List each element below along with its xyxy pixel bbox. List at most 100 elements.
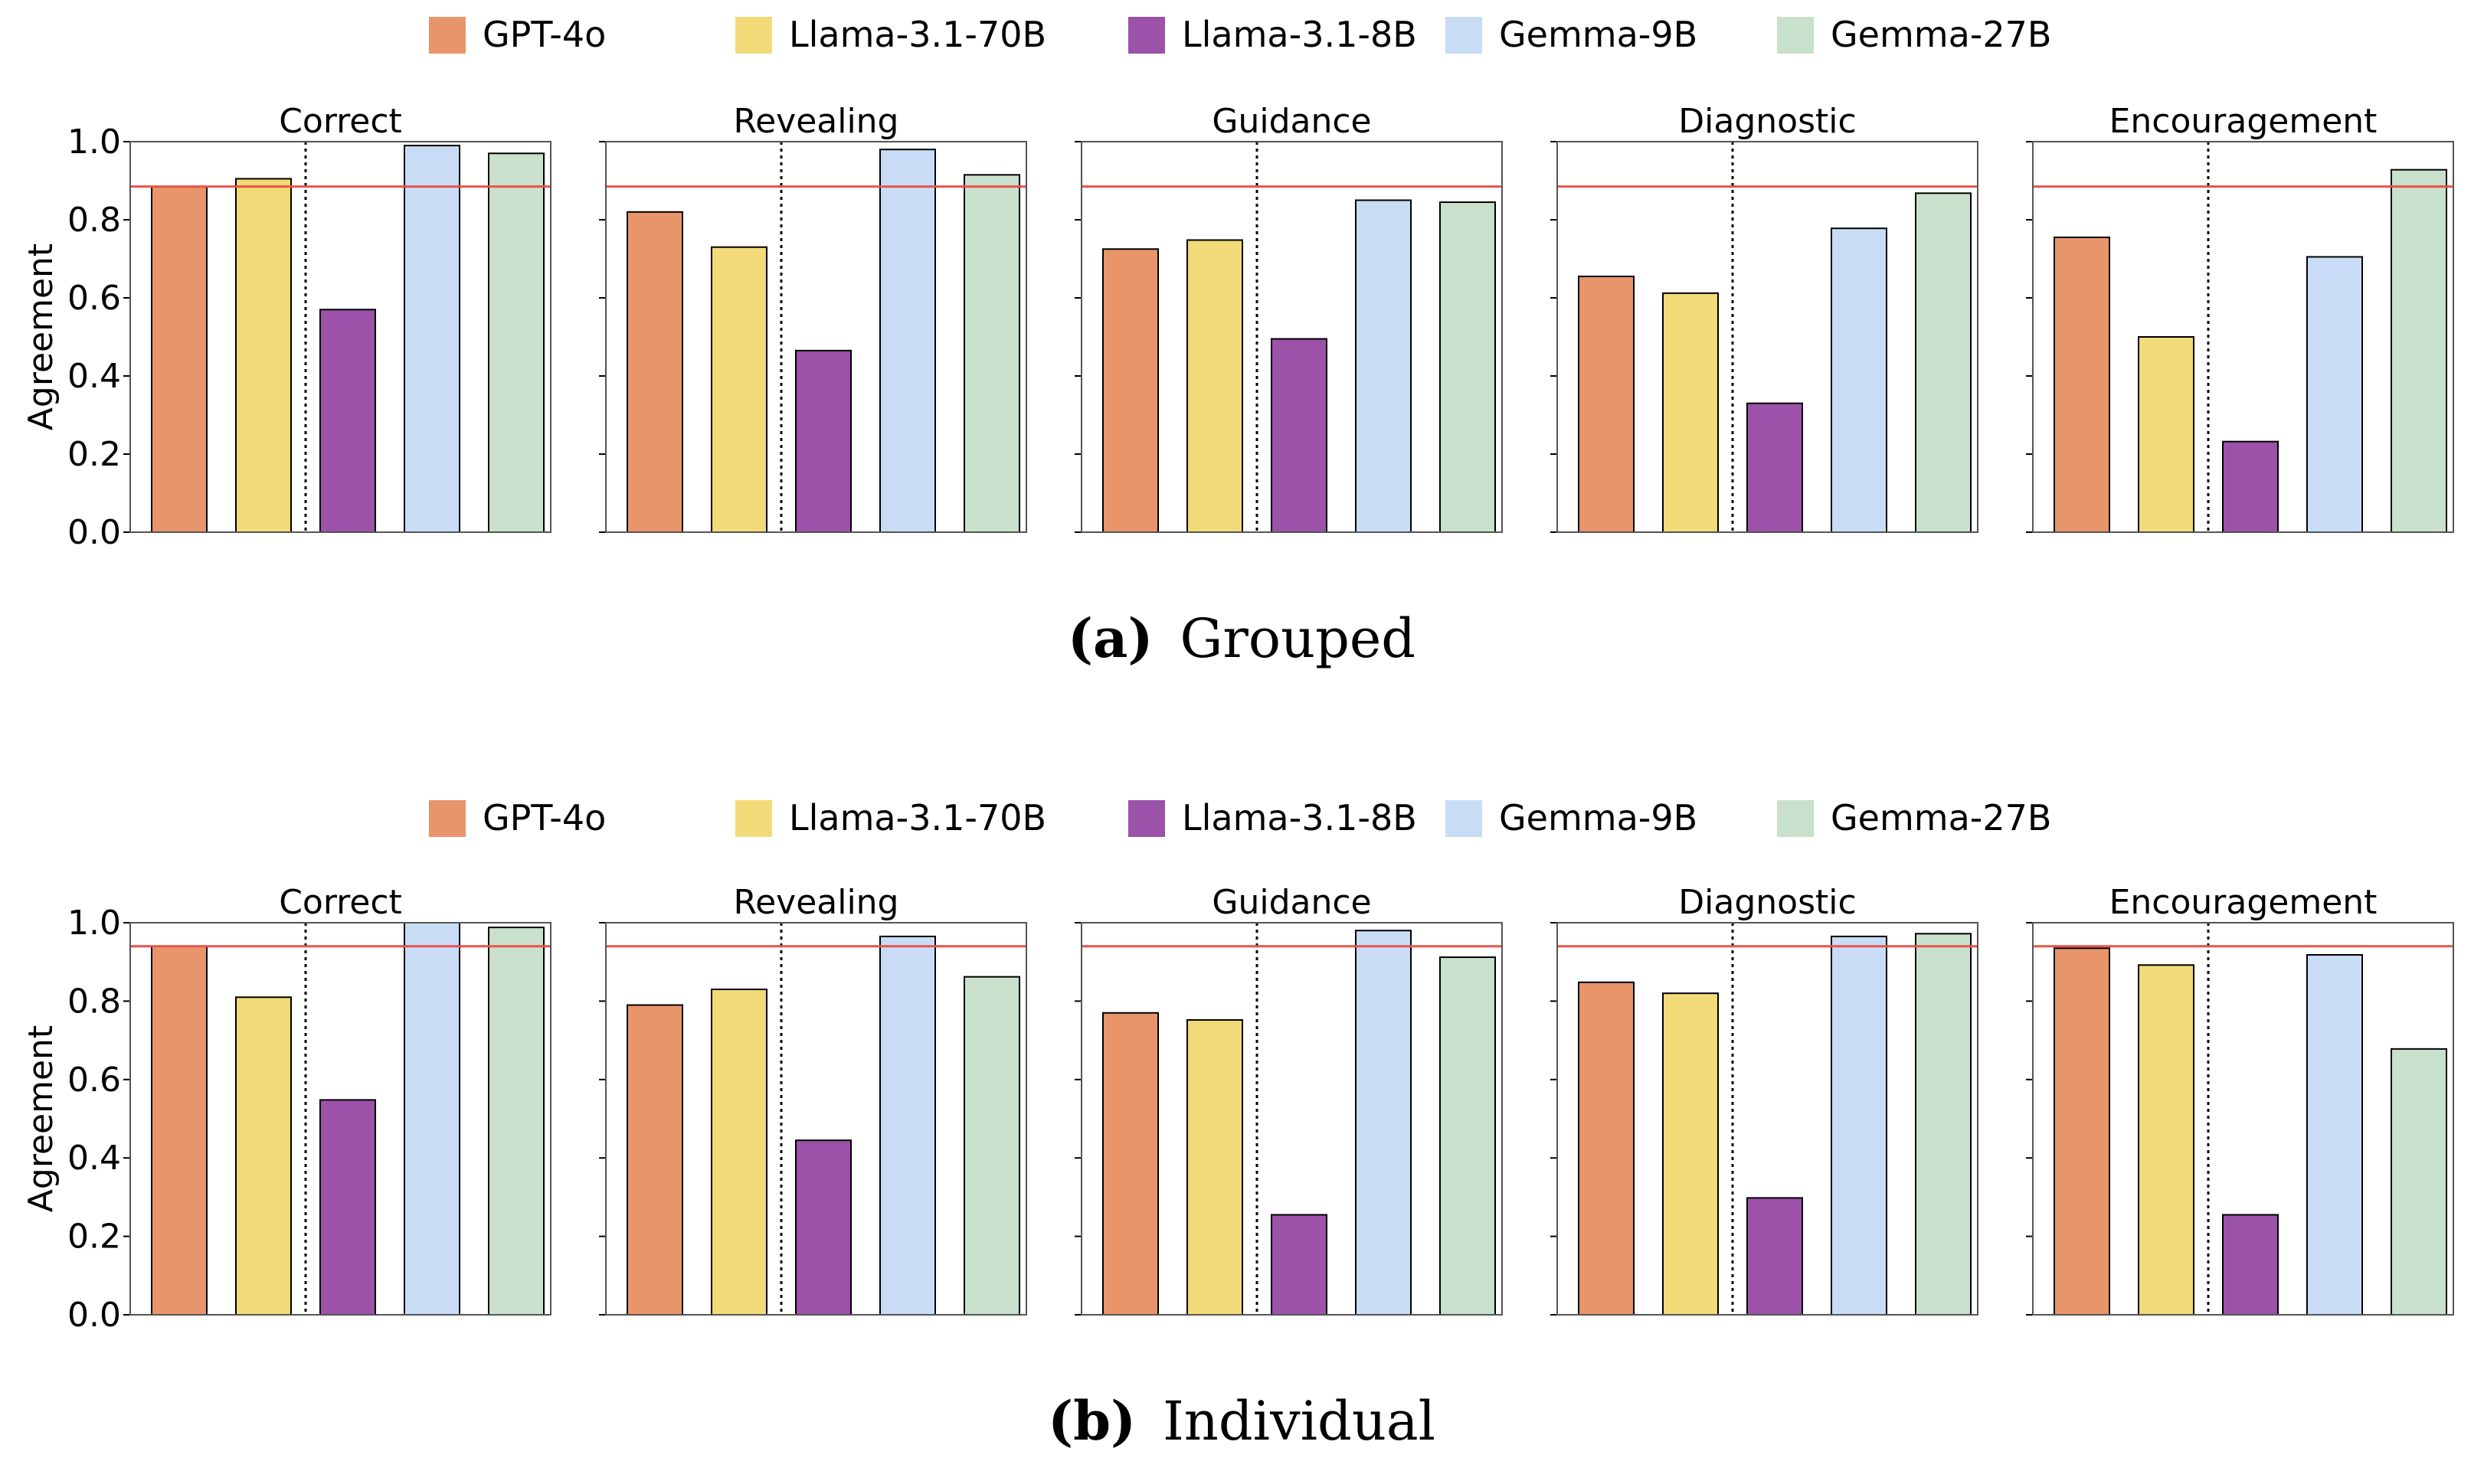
- panel-frame: [2032, 141, 2454, 533]
- bar-guidance-gemma-27b: [1439, 956, 1496, 1316]
- panel-frame: [1081, 141, 1503, 533]
- bar-revealing-llama-3-1-8b: [795, 349, 852, 533]
- bar-guidance-gemma-27b: [1439, 201, 1496, 533]
- panel-title-correct: Correct: [279, 102, 402, 141]
- y-tick-label: 0.6: [67, 1061, 121, 1100]
- y-tick-label: 0.0: [67, 1296, 121, 1335]
- legend-swatch-llama-3-1-8b: [1128, 17, 1165, 54]
- bar-correct-gpt-4o: [151, 945, 208, 1316]
- panel-title-guidance: Guidance: [1212, 883, 1371, 922]
- panel-title-correct: Correct: [279, 883, 402, 922]
- panel-title-revealing: Revealing: [733, 102, 898, 141]
- panel-frame: [2032, 922, 2454, 1316]
- panel-frame: [605, 922, 1027, 1316]
- y-tick-label: 0.0: [67, 513, 121, 552]
- legend-label: Llama-3.1-8B: [1182, 14, 1417, 55]
- bar-diagnostic-gemma-27b: [1915, 192, 1972, 533]
- bar-guidance-llama-3-1-8b: [1271, 338, 1327, 533]
- figure-caption: (a) Grouped: [1068, 606, 1415, 670]
- y-tick-label: 0.8: [67, 982, 121, 1021]
- caption-letter: (a): [1068, 606, 1154, 670]
- caption-letter: (b): [1048, 1389, 1136, 1453]
- bar-encouragement-llama-3-1-8b: [2222, 1214, 2279, 1316]
- panel-frame: [1556, 922, 1978, 1316]
- legend-swatch-llama-3-1-70b: [735, 17, 772, 54]
- bar-encouragement-gemma-9b: [2306, 953, 2363, 1316]
- bar-revealing-gemma-9b: [879, 935, 936, 1316]
- y-axis-label: Agreement: [21, 244, 61, 430]
- y-tick-label: 1.0: [67, 123, 121, 162]
- y-tick-label: 0.4: [67, 357, 121, 396]
- panel-title-guidance: Guidance: [1212, 102, 1371, 141]
- bar-revealing-gemma-9b: [879, 149, 936, 533]
- legend-swatch-gemma-27b: [1777, 800, 1814, 837]
- bar-revealing-llama-3-1-8b: [795, 1139, 852, 1316]
- y-tick-label: 0.2: [67, 435, 121, 474]
- bar-revealing-llama-3-1-70b: [711, 989, 767, 1316]
- bar-correct-gemma-27b: [488, 152, 545, 534]
- bar-correct-gemma-9b: [404, 145, 460, 533]
- legend-swatch-gemma-9b: [1445, 800, 1482, 837]
- legend-label: Gemma-27B: [1831, 14, 2051, 55]
- legend-label: Llama-3.1-70B: [789, 797, 1046, 838]
- panel-title-encouragement: Encouragement: [2109, 102, 2378, 141]
- bar-correct-llama-3-1-70b: [235, 996, 292, 1316]
- panel-title-encouragement: Encouragement: [2109, 883, 2378, 922]
- bar-correct-gemma-27b: [488, 927, 545, 1316]
- y-tick-label: 0.6: [67, 279, 121, 318]
- legend-label: GPT-4o: [483, 797, 606, 838]
- bar-encouragement-llama-3-1-8b: [2222, 440, 2279, 533]
- bar-revealing-gemma-27b: [964, 976, 1020, 1316]
- bar-revealing-gpt-4o: [627, 1004, 683, 1316]
- bar-encouragement-gemma-27b: [2391, 1048, 2447, 1316]
- bar-guidance-llama-3-1-8b: [1271, 1214, 1327, 1316]
- bar-diagnostic-gpt-4o: [1578, 981, 1635, 1316]
- y-tick-label: 0.4: [67, 1139, 121, 1178]
- bar-diagnostic-gemma-27b: [1915, 933, 1972, 1316]
- y-axis-label: Agreement: [21, 1025, 61, 1212]
- panel-frame: [1081, 922, 1503, 1316]
- bar-encouragement-gemma-9b: [2306, 256, 2363, 533]
- bar-correct-gemma-9b: [404, 922, 460, 1316]
- bar-diagnostic-llama-3-1-8b: [1746, 402, 1803, 534]
- caption-text: Individual: [1163, 1390, 1435, 1453]
- bar-encouragement-gpt-4o: [2054, 236, 2110, 533]
- panel-title-revealing: Revealing: [733, 883, 898, 922]
- bar-diagnostic-llama-3-1-70b: [1662, 992, 1719, 1316]
- panel-frame: [129, 141, 551, 533]
- legend-label: Gemma-9B: [1499, 14, 1697, 55]
- panel-frame: [605, 141, 1027, 533]
- legend-label: Gemma-27B: [1831, 797, 2051, 838]
- legend-label: Gemma-9B: [1499, 797, 1697, 838]
- legend-swatch-gemma-27b: [1777, 17, 1814, 54]
- bar-diagnostic-llama-3-1-70b: [1662, 292, 1719, 533]
- bar-correct-llama-3-1-8b: [319, 1099, 376, 1316]
- y-tick-label: 0.8: [67, 201, 121, 240]
- bar-diagnostic-gemma-9b: [1831, 227, 1887, 533]
- bar-guidance-gemma-9b: [1355, 199, 1412, 533]
- legend-swatch-llama-3-1-8b: [1128, 800, 1165, 837]
- bar-correct-gpt-4o: [151, 185, 208, 533]
- bar-correct-llama-3-1-8b: [319, 309, 376, 533]
- bar-revealing-llama-3-1-70b: [711, 246, 767, 533]
- panel-frame: [129, 922, 551, 1316]
- caption-text: Grouped: [1180, 607, 1415, 670]
- bar-revealing-gemma-27b: [964, 174, 1020, 533]
- legend-label: Llama-3.1-70B: [789, 14, 1046, 55]
- bar-guidance-gpt-4o: [1102, 248, 1159, 533]
- bar-encouragement-gemma-27b: [2391, 168, 2447, 533]
- bar-guidance-gemma-9b: [1355, 930, 1412, 1316]
- bar-guidance-gpt-4o: [1102, 1012, 1159, 1316]
- legend-swatch-gpt-4o: [429, 800, 466, 837]
- bar-encouragement-gpt-4o: [2054, 947, 2110, 1316]
- legend-swatch-gpt-4o: [429, 17, 466, 54]
- legend-label: GPT-4o: [483, 14, 606, 55]
- bar-diagnostic-llama-3-1-8b: [1746, 1197, 1803, 1316]
- y-tick-label: 1.0: [67, 904, 121, 943]
- bar-encouragement-llama-3-1-70b: [2138, 336, 2194, 533]
- legend-swatch-gemma-9b: [1445, 17, 1482, 54]
- bar-diagnostic-gpt-4o: [1578, 275, 1635, 533]
- bar-correct-llama-3-1-70b: [235, 178, 292, 533]
- bar-revealing-gpt-4o: [627, 211, 683, 533]
